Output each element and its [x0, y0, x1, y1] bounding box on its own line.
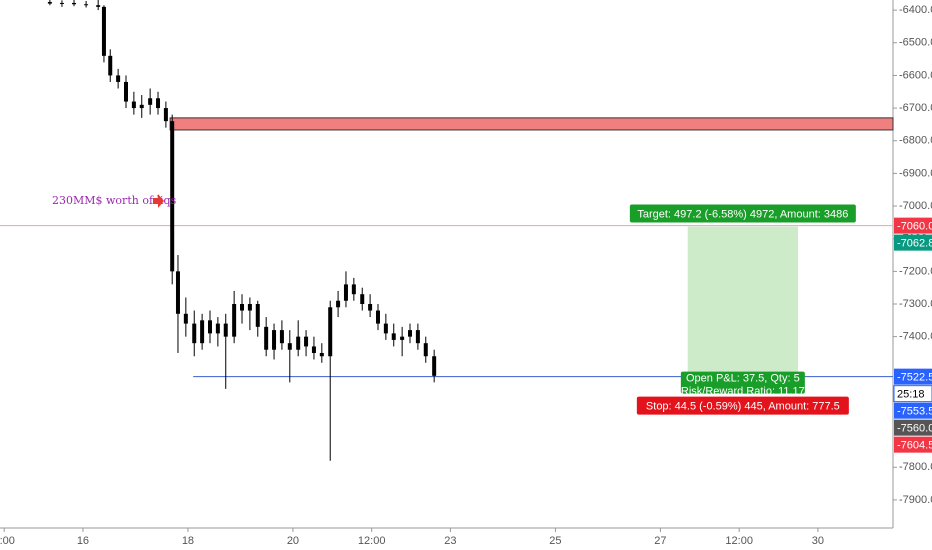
candle-body	[96, 5, 101, 7]
candle-body	[279, 330, 284, 344]
annotation-arrow	[153, 194, 164, 208]
candle-body	[408, 330, 413, 337]
x-tick-label: 23	[444, 535, 456, 547]
y-tick-label: -6500.0	[899, 37, 932, 49]
candle-body	[415, 330, 420, 344]
x-tick-label: 20	[287, 535, 299, 547]
candle-body	[215, 323, 220, 334]
price-badge	[894, 368, 932, 385]
y-tick-label: -7200.0	[899, 265, 932, 277]
candle-body	[101, 6, 106, 56]
candle-body	[200, 320, 205, 344]
candle-body	[170, 121, 175, 272]
x-tick-label: 16	[77, 535, 89, 547]
x-tick-label: 12:00	[358, 535, 386, 547]
price-badge	[894, 436, 932, 453]
x-tick-label: 25	[549, 535, 561, 547]
candle-body	[311, 346, 316, 353]
price-badge-label: -7604.5	[897, 440, 932, 452]
price-badge	[894, 419, 932, 436]
price-badge-label: -7060.0	[897, 221, 932, 233]
y-tick-label: -7800.0	[899, 461, 932, 473]
candle-body	[47, 1, 52, 4]
price-badge-label: -7560.0	[897, 423, 932, 435]
price-badge-label: -7553.5	[897, 406, 932, 418]
candle-body	[207, 320, 212, 334]
candle-body	[163, 108, 168, 122]
y-tick-label: -6800.0	[899, 135, 932, 147]
x-tick-label: 27	[654, 535, 666, 547]
candle-body	[72, 2, 77, 5]
candle-body	[368, 304, 373, 311]
x-tick-label: 18	[182, 535, 194, 547]
candle-body	[287, 343, 292, 350]
target-area	[687, 226, 798, 377]
candle-body	[304, 336, 309, 347]
candle-body	[343, 284, 348, 301]
candle-body	[375, 310, 380, 324]
y-tick-label: -7300.0	[899, 298, 932, 310]
x-tick-label: 12:00	[725, 535, 753, 547]
y-tick-label: -6700.0	[899, 102, 932, 114]
candle-body	[272, 330, 277, 350]
candle-body	[319, 352, 324, 357]
candle-body	[59, 2, 64, 4]
x-tick-label: 30	[812, 535, 824, 547]
price-badge	[893, 385, 932, 403]
y-tick-label: -6400.0	[899, 4, 932, 16]
candle-body	[232, 304, 237, 337]
annotation: 230MM$ worth of liqs	[52, 194, 177, 207]
resistance-zone	[169, 117, 894, 131]
candle-body	[247, 304, 252, 311]
candle-body	[351, 284, 356, 295]
candle-body	[383, 323, 388, 334]
target-label-box	[629, 204, 856, 223]
candle-body	[108, 55, 113, 76]
y-tick-label: -7400.0	[899, 331, 932, 343]
candle-body	[148, 98, 153, 105]
candle-body	[139, 104, 144, 109]
candle-body	[432, 356, 437, 376]
price-badge-label: -7522.5	[897, 372, 932, 384]
y-tick-label: -7000.0	[899, 200, 932, 212]
candle-body	[255, 304, 260, 327]
candle-body	[391, 333, 396, 340]
candle-body	[84, 4, 89, 6]
stop-label-box	[636, 396, 849, 415]
candle-body	[123, 81, 128, 102]
candle-body	[296, 336, 301, 350]
price-badge	[894, 217, 932, 234]
candle-body	[183, 313, 188, 324]
candle-body	[336, 300, 341, 308]
candle-body	[264, 326, 269, 350]
candle-body	[116, 75, 121, 82]
target-label: Target: 497.2 (-6.58%) 4972, Amount: 348…	[637, 208, 848, 220]
candle-body	[423, 343, 428, 357]
price-badge-label: -7062.8	[897, 238, 932, 250]
pnl-box	[680, 371, 805, 394]
candle-body	[360, 294, 365, 304]
candle-body	[175, 271, 180, 314]
candle-body	[240, 304, 245, 311]
rr-label: Risk/Reward Ratio: 11.17	[681, 386, 805, 398]
pnl-label: Open P&L: 37.5, Qty: 5	[686, 373, 800, 385]
stop-label: Stop: 44.5 (-0.59%) 445, Amount: 777.5	[646, 401, 840, 413]
candle-body	[400, 336, 405, 340]
x-tick-label: 2:00	[0, 535, 15, 547]
y-tick-label: -6600.0	[899, 69, 932, 81]
price-badge	[894, 234, 932, 251]
candle-body	[156, 98, 161, 109]
candle-body	[192, 323, 197, 344]
price-badge	[894, 402, 932, 419]
candle-body	[223, 323, 228, 337]
candle-body	[328, 307, 333, 357]
candle-body	[131, 101, 136, 109]
y-tick-label: -6900.0	[899, 167, 932, 179]
price-badge-label: 25:18	[897, 389, 925, 401]
y-tick-label: -7900.0	[899, 494, 932, 506]
